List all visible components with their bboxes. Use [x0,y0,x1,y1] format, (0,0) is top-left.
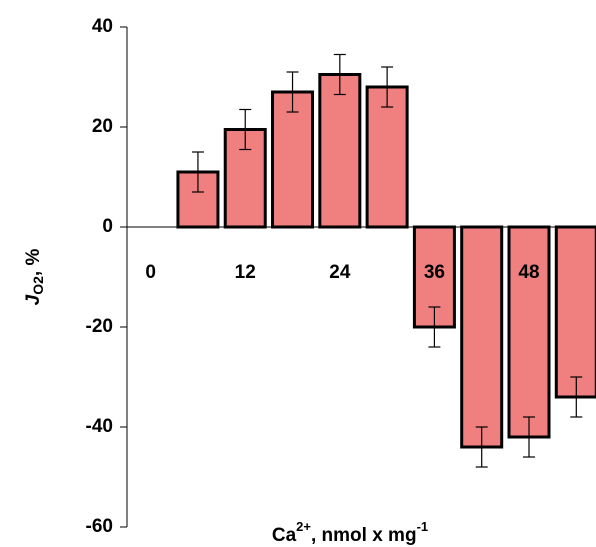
error-bar [428,306,441,348]
x-label-sup: -1 [417,519,429,534]
error-bar [239,108,252,151]
x-tick-label: 36 [424,262,445,283]
error-bar [286,71,299,113]
x-label-sup: 2+ [296,519,311,534]
error-bar [475,426,488,468]
y-label-unit: , % [23,249,44,277]
x-label-main: Ca [272,525,297,546]
y-axis-label: JO2, % [23,249,46,306]
x-tick-label: 24 [329,262,351,283]
error-bar [523,416,535,458]
bar [365,85,409,229]
bar [554,225,596,399]
error-bar [333,53,346,96]
x-tick-label: 48 [518,262,539,283]
y-tick-label: 20 [92,116,113,137]
y-tick-label: -20 [86,316,113,337]
y-tick-label: 0 [102,216,113,237]
bar [271,90,315,229]
y-tick-label: -60 [86,516,113,537]
x-label-unit: , nmol x mg [311,525,417,546]
bar [460,225,504,449]
y-label-sub: O2 [30,276,46,295]
x-tick-label: 0 [145,262,156,283]
error-bar [570,376,583,418]
x-axis-label: Ca2+, nmol x mg-1 [272,519,428,546]
bar [318,73,362,229]
y-tick-label: -40 [86,416,113,437]
error-bar [191,151,204,193]
bar [507,225,551,439]
y-label-main: J [23,294,44,305]
y-tick-label: 40 [92,16,113,37]
x-tick-label: 12 [235,262,256,283]
error-bar [381,66,394,108]
